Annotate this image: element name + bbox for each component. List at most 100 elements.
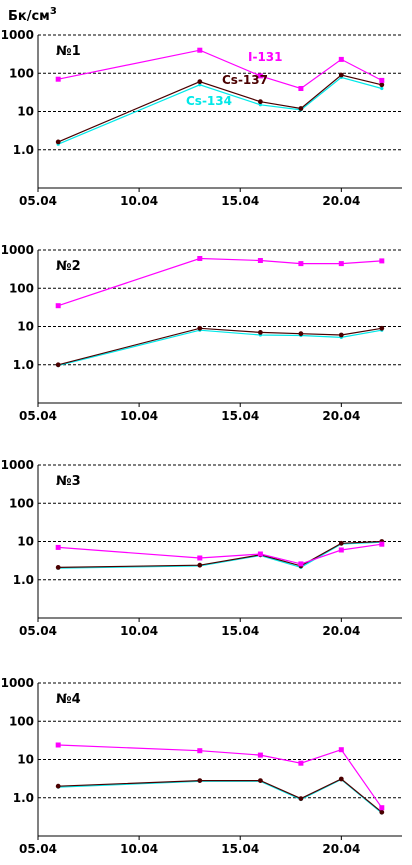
series-line-cs-134 (57, 76, 382, 145)
data-point-cs-137 (379, 325, 385, 331)
data-point-i-131 (55, 303, 61, 309)
data-point-i-131 (197, 47, 203, 53)
data-point-i-131 (197, 748, 203, 754)
data-point-cs-137 (197, 778, 203, 783)
x-tick-label: 10.04 (120, 194, 158, 208)
series-cs-137 (55, 72, 385, 145)
y-tick-label: 1000 (1, 458, 34, 472)
data-point-cs-134 (380, 86, 384, 91)
y-tick-label: 1000 (1, 243, 34, 257)
series-cs-137 (55, 539, 385, 570)
series-label-cs-134: Cs-134 (186, 94, 232, 108)
data-point-i-131 (338, 56, 344, 62)
series-line-cs-134 (58, 541, 382, 569)
data-point-i-131 (55, 544, 61, 550)
unit-label: Бк/см3 (8, 6, 57, 24)
y-tick-label: 1.0 (13, 791, 34, 805)
chart-panel-4: 1000 100 10 1.0 05.04 10.04 15.04 20.04 №4 (1, 676, 402, 856)
unit-label-sup: 3 (50, 6, 57, 17)
data-point-i-131 (257, 551, 263, 557)
series-label-cs-137: Cs-137 (222, 73, 268, 87)
data-point-cs-134 (258, 103, 262, 107)
series-line-cs-137 (58, 540, 382, 568)
x-tick-label: 10.04 (120, 409, 158, 423)
series-line-i-131 (58, 744, 383, 809)
data-point-cs-137 (338, 72, 344, 78)
data-point-i-131 (379, 258, 385, 264)
data-point-i-131 (197, 256, 203, 261)
data-point-cs-137 (197, 325, 203, 331)
y-tick-label: 1000 (1, 676, 34, 690)
x-tick-label: 20.04 (322, 624, 360, 638)
data-point-i-131 (298, 760, 304, 766)
data-point-i-131 (257, 752, 263, 758)
y-tick-label: 1.0 (13, 573, 34, 587)
x-tick-label: 05.04 (19, 624, 57, 638)
series-line-cs-137 (57, 74, 382, 143)
data-point-i-131 (55, 76, 61, 82)
x-tick-label: 10.04 (120, 624, 158, 638)
x-tick-label: 05.04 (19, 842, 57, 856)
series-cs-137 (55, 325, 385, 368)
series-line-i-131 (58, 543, 382, 565)
data-point-i-131 (55, 742, 61, 748)
x-tick-label: 10.04 (120, 842, 158, 856)
data-point-cs-137 (197, 79, 203, 85)
y-tick-label: 10 (17, 753, 34, 767)
series-i-131 (55, 742, 385, 811)
data-point-i-131 (379, 77, 385, 83)
series-cs-134 (56, 777, 384, 815)
data-point-i-131 (338, 261, 344, 267)
data-point-cs-137 (258, 330, 263, 335)
y-tick-label: 1.0 (13, 143, 34, 157)
x-tick-label: 15.04 (221, 194, 259, 208)
data-point-i-131 (298, 86, 304, 91)
series-cs-134 (56, 75, 384, 146)
data-point-cs-137 (197, 562, 203, 568)
data-point-cs-137 (338, 776, 344, 782)
series-line-i-131 (58, 49, 383, 90)
data-point-cs-134 (198, 83, 202, 87)
data-point-cs-137 (298, 331, 304, 337)
data-point-cs-137 (258, 99, 263, 105)
panel-label: №1 (56, 44, 81, 59)
x-tick-label: 20.04 (322, 842, 360, 856)
panel-label: №3 (56, 474, 81, 489)
data-point-i-131 (298, 561, 304, 567)
series-cs-137 (55, 776, 385, 815)
data-point-i-131 (338, 547, 344, 553)
data-point-cs-137 (55, 565, 61, 570)
data-point-cs-137 (55, 139, 61, 145)
y-tick-label: 1.0 (13, 358, 34, 372)
data-point-i-131 (298, 261, 304, 267)
data-point-cs-137 (338, 540, 344, 546)
series-line-cs-137 (58, 778, 383, 813)
data-point-i-131 (338, 747, 344, 753)
series-i-131 (55, 541, 385, 567)
data-point-cs-137 (298, 106, 304, 111)
x-tick-label: 15.04 (221, 624, 259, 638)
series-i-131 (55, 47, 385, 91)
x-tick-label: 15.04 (221, 842, 259, 856)
y-tick-label: 10 (17, 320, 34, 334)
data-point-cs-137 (379, 82, 385, 88)
y-tick-label: 10 (17, 105, 34, 119)
y-tick-label: 100 (9, 66, 34, 80)
series-label-i-131: I-131 (248, 50, 283, 64)
y-tick-label: 100 (9, 281, 34, 295)
data-point-cs-137 (379, 809, 385, 815)
data-point-i-131 (257, 73, 263, 79)
series-line-cs-134 (58, 329, 382, 367)
chart-panel-1: 1000 100 10 1.0 05.04 10.04 15.04 20.04 №1 I-131 C… (1, 28, 402, 208)
chart-panel-3: 1000 100 10 1.0 05.04 10.04 15.04 20.04 №3 (1, 458, 402, 638)
x-tick-label: 20.04 (322, 409, 360, 423)
unit-label-base: Бк/см (8, 9, 50, 24)
y-tick-label: 1000 (1, 28, 34, 42)
panel-label: №4 (56, 692, 81, 707)
y-tick-label: 100 (9, 496, 34, 510)
series-line-i-131 (58, 257, 382, 307)
data-point-cs-137 (55, 783, 61, 789)
data-point-cs-137 (338, 332, 344, 338)
data-point-cs-137 (298, 796, 304, 801)
